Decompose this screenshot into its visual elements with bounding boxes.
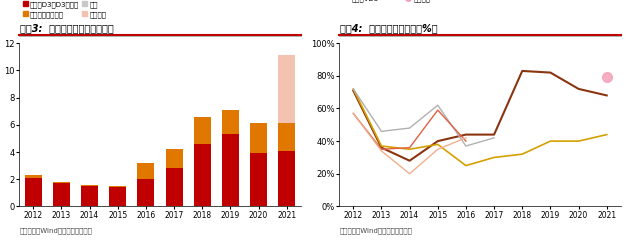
Bar bbox=[53, 183, 70, 206]
Bar bbox=[166, 168, 182, 206]
Bar bbox=[250, 123, 267, 153]
Bar bbox=[222, 110, 239, 134]
Bar bbox=[81, 186, 98, 206]
Bar bbox=[222, 134, 239, 206]
Text: 图表4:  主要产品的毛利率（%）: 图表4: 主要产品的毛利率（%） bbox=[340, 24, 438, 34]
Bar bbox=[109, 186, 126, 187]
Text: 数据来源：Wind，国联证券研究所: 数据来源：Wind，国联证券研究所 bbox=[19, 228, 92, 234]
Bar bbox=[166, 149, 182, 168]
Text: 图表3:  公司的主营收入（亿元）: 图表3: 公司的主营收入（亿元） bbox=[20, 24, 114, 34]
Bar bbox=[109, 187, 126, 206]
Bar bbox=[53, 182, 70, 183]
Bar bbox=[250, 153, 267, 206]
Bar bbox=[25, 178, 42, 206]
Bar bbox=[138, 163, 154, 179]
Bar bbox=[138, 179, 154, 206]
Bar bbox=[194, 144, 211, 206]
Bar bbox=[81, 185, 98, 186]
Legend: 维生素D3及D3类似物, 羊毛脂及其衍生品, 饱料级VD3, 食品级VD3, 胆固醇, 医药板块: 维生素D3及D3类似物, 羊毛脂及其衍生品, 饱料级VD3, 食品级VD3, 胆… bbox=[342, 0, 441, 2]
Legend: 维生素D3及D3类似物, 羊毛脂及其衍生品, 其他, 医药板块: 维生素D3及D3类似物, 羊毛脂及其衍生品, 其他, 医药板块 bbox=[22, 1, 106, 18]
Bar bbox=[278, 55, 295, 123]
Bar bbox=[25, 175, 42, 178]
Text: 数据来源：Wind，国联证券研究所: 数据来源：Wind，国联证券研究所 bbox=[339, 228, 412, 234]
Bar bbox=[278, 123, 295, 151]
Bar bbox=[278, 151, 295, 206]
Bar bbox=[194, 117, 211, 144]
